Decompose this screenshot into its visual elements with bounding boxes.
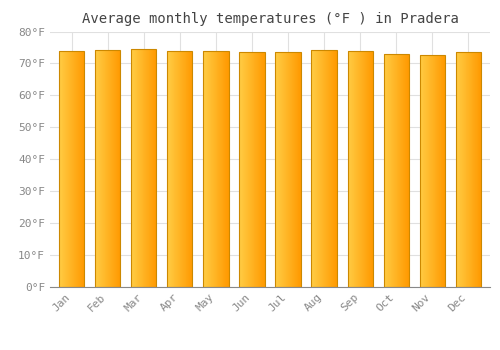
Bar	[384, 55, 409, 287]
Title: Average monthly temperatures (°F ) in Pradera: Average monthly temperatures (°F ) in Pr…	[82, 12, 458, 26]
Bar	[131, 49, 156, 287]
Bar	[59, 51, 84, 287]
Bar	[456, 52, 481, 287]
Bar	[95, 50, 120, 287]
Bar	[167, 51, 192, 287]
Bar	[240, 52, 264, 287]
Bar	[348, 51, 373, 287]
Bar	[420, 55, 445, 287]
Bar	[276, 52, 300, 287]
Bar	[204, 51, 229, 287]
Bar	[312, 50, 336, 287]
